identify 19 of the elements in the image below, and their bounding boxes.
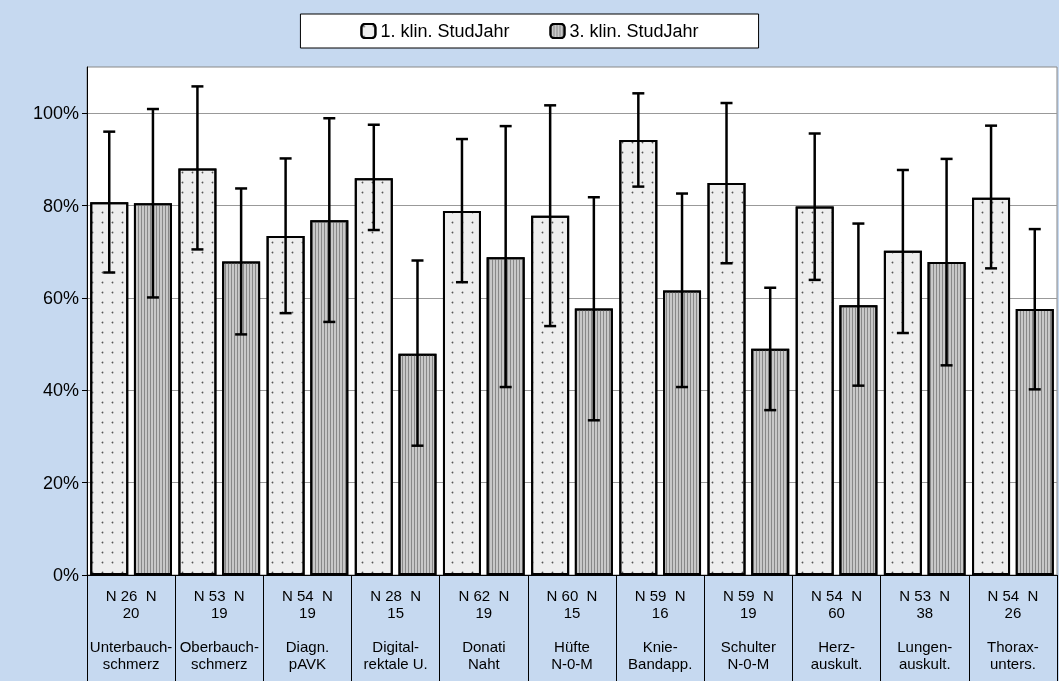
x-tick-label: N 59 N 16 Knie- Bandapp.	[628, 587, 693, 672]
legend-label: 1. klin. StudJahr	[380, 21, 510, 41]
y-tick-label: 0%	[52, 565, 79, 585]
x-tick-label: N 53 N 19 Oberbauch- schmerz	[179, 587, 259, 672]
x-tick-label: N 54 N 26 Thorax- unters.	[987, 587, 1039, 672]
x-tick-label: N 28 N 15 Digital- rektale U.	[363, 587, 428, 672]
x-tick-label: N 54 N 19 Diagn. pAVK	[282, 587, 333, 672]
y-tick-label: 40%	[42, 380, 79, 401]
x-tick-label: N 53 N 38 Lungen- auskult.	[897, 587, 953, 672]
x-tick-label: N 60 N 15 Hüfte N-0-M	[546, 587, 598, 672]
x-tick-label: N 62 N 19 Donati Naht	[458, 587, 510, 672]
legend-label: 3. klin. StudJahr	[569, 21, 699, 41]
y-tick-label: 80%	[42, 195, 79, 216]
x-tick-label: N 26 N 20 Unterbauch- schmerz	[89, 587, 173, 672]
y-tick-label: 20%	[42, 472, 79, 493]
x-tick-label: N 54 N 60 Herz- auskult.	[810, 587, 863, 672]
x-tick-label: N 59 N 19 Schulter N-0-M	[720, 587, 776, 672]
y-tick-label: 100%	[32, 103, 79, 124]
y-tick-label: 60%	[42, 287, 79, 308]
